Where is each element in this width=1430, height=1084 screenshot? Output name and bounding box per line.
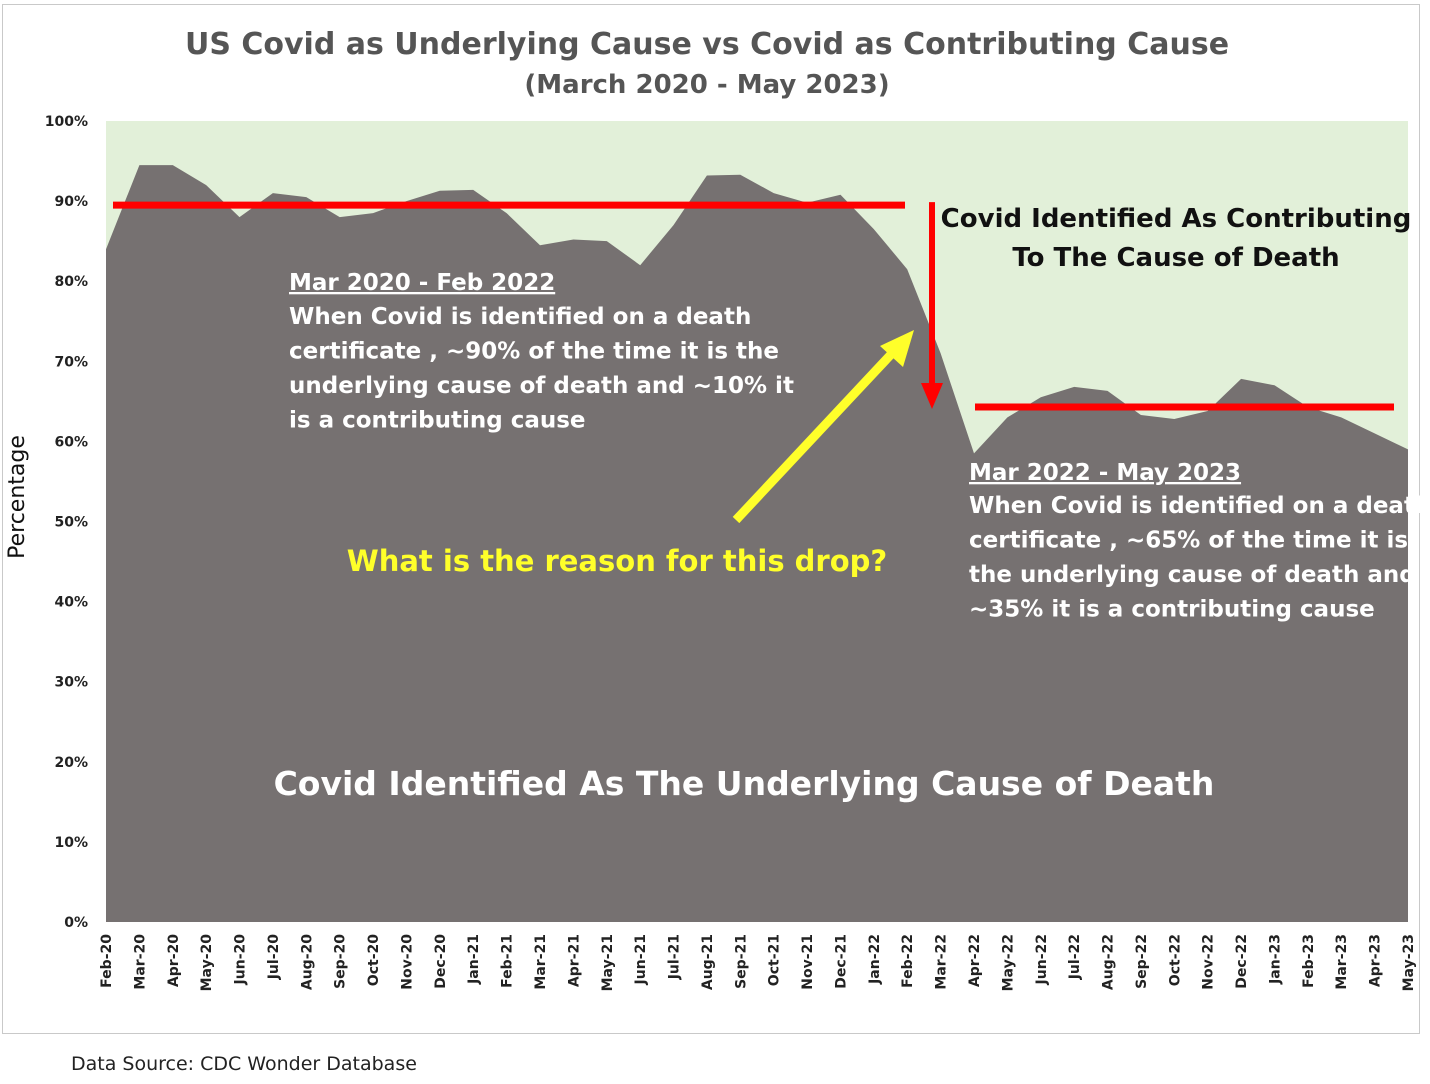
chart-title: US Covid as Underlying Cause vs Covid as… <box>185 27 1229 62</box>
y-tick-label: 10% <box>54 835 88 851</box>
y-tick-label: 20% <box>54 755 88 771</box>
x-tick-label: Jul-21 <box>667 934 683 980</box>
x-tick-label: Nov-20 <box>399 934 415 990</box>
period1-heading: Mar 2020 - Feb 2022 <box>289 270 555 296</box>
x-tick-label: Mar-22 <box>934 934 950 990</box>
underlying-cause-label: Covid Identified As The Underlying Cause… <box>274 764 1215 803</box>
period1-note-line: When Covid is identified on a death <box>289 304 751 330</box>
drop-arrow-head <box>921 382 943 409</box>
period2-note-line: certificate , ~65% of the time it is <box>969 528 1408 554</box>
underlying-cause-area <box>106 165 1408 923</box>
x-tick-label: Feb-21 <box>500 934 516 988</box>
x-tick-label: Sep-22 <box>1134 934 1150 989</box>
drop-question-label: What is the reason for this drop? <box>347 544 888 578</box>
y-axis-label: Percentage <box>5 435 30 559</box>
x-tick-label: Apr-20 <box>166 934 182 987</box>
period2-heading: Mar 2022 - May 2023 <box>969 460 1241 486</box>
x-tick-label: Jan-23 <box>1267 934 1283 985</box>
y-tick-label: 70% <box>54 354 88 370</box>
period2-note-line: When Covid is identified on a death <box>969 493 1430 519</box>
x-tick-label: Jun-22 <box>1034 934 1050 985</box>
x-tick-label: Nov-21 <box>800 934 816 990</box>
x-tick-label: Mar-20 <box>132 934 148 990</box>
x-tick-label: Mar-21 <box>533 934 549 990</box>
x-tick-label: May-20 <box>199 934 215 992</box>
x-tick-label: Aug-20 <box>299 934 315 990</box>
chart-subtitle: (March 2020 - May 2023) <box>524 70 889 100</box>
x-tick-label: Apr-21 <box>566 934 582 987</box>
y-tick-label: 100% <box>45 114 88 130</box>
x-tick-label: Oct-21 <box>767 934 783 986</box>
y-tick-label: 50% <box>54 515 88 531</box>
x-tick-label: Jun-21 <box>633 934 649 985</box>
question-arrow-head <box>880 330 914 367</box>
x-tick-label: Dec-20 <box>433 934 449 989</box>
x-tick-label: Mar-23 <box>1334 934 1350 990</box>
y-tick-label: 0% <box>64 915 88 931</box>
x-tick-label: Jan-21 <box>466 934 482 985</box>
area-chart: US Covid as Underlying Cause vs Covid as… <box>5 27 1430 992</box>
x-tick-label: Sep-20 <box>333 934 349 989</box>
x-tick-label: Oct-22 <box>1167 934 1183 986</box>
y-tick-label: 80% <box>54 274 88 290</box>
contributing-cause-label: Covid Identified As Contributing <box>941 204 1412 234</box>
x-tick-label: Nov-22 <box>1201 934 1217 990</box>
period1-note-line: is a contributing cause <box>289 408 586 434</box>
y-tick-label: 40% <box>54 595 88 611</box>
x-tick-label: Feb-23 <box>1301 934 1317 988</box>
x-tick-label: Apr-22 <box>967 934 983 987</box>
x-tick-label: Jun-20 <box>233 934 249 986</box>
x-tick-label: Dec-21 <box>833 934 849 989</box>
x-tick-label: Dec-22 <box>1234 934 1250 989</box>
x-tick-label: Jan-22 <box>867 934 883 985</box>
x-tick-label: Apr-23 <box>1368 934 1384 987</box>
x-tick-label: Feb-20 <box>99 934 115 988</box>
period1-note-line: underlying cause of death and ~10% it <box>289 373 794 399</box>
x-tick-label: May-21 <box>600 934 616 991</box>
contributing-cause-label: To The Cause of Death <box>1012 243 1339 273</box>
x-tick-label: Sep-21 <box>733 934 749 989</box>
period2-note-line: the underlying cause of death and <box>969 562 1416 588</box>
y-tick-label: 60% <box>54 434 88 450</box>
data-source-note: Data Source: CDC Wonder Database <box>71 1053 417 1075</box>
x-tick-label: Aug-22 <box>1101 934 1117 990</box>
x-tick-label: Jul-22 <box>1067 934 1083 980</box>
x-tick-label: Jul-20 <box>266 934 282 981</box>
y-tick-label: 30% <box>54 675 88 691</box>
x-tick-label: Aug-21 <box>700 934 716 990</box>
question-arrow-shaft <box>732 344 901 524</box>
x-tick-label: May-23 <box>1401 934 1417 991</box>
period1-note-line: certificate , ~90% of the time it is the <box>289 339 779 365</box>
period2-note-line: ~35% it is a contributing cause <box>969 597 1375 623</box>
y-tick-label: 90% <box>54 194 88 210</box>
x-tick-label: Oct-20 <box>366 934 382 986</box>
x-tick-label: Feb-22 <box>900 934 916 988</box>
x-tick-label: May-22 <box>1000 934 1016 991</box>
